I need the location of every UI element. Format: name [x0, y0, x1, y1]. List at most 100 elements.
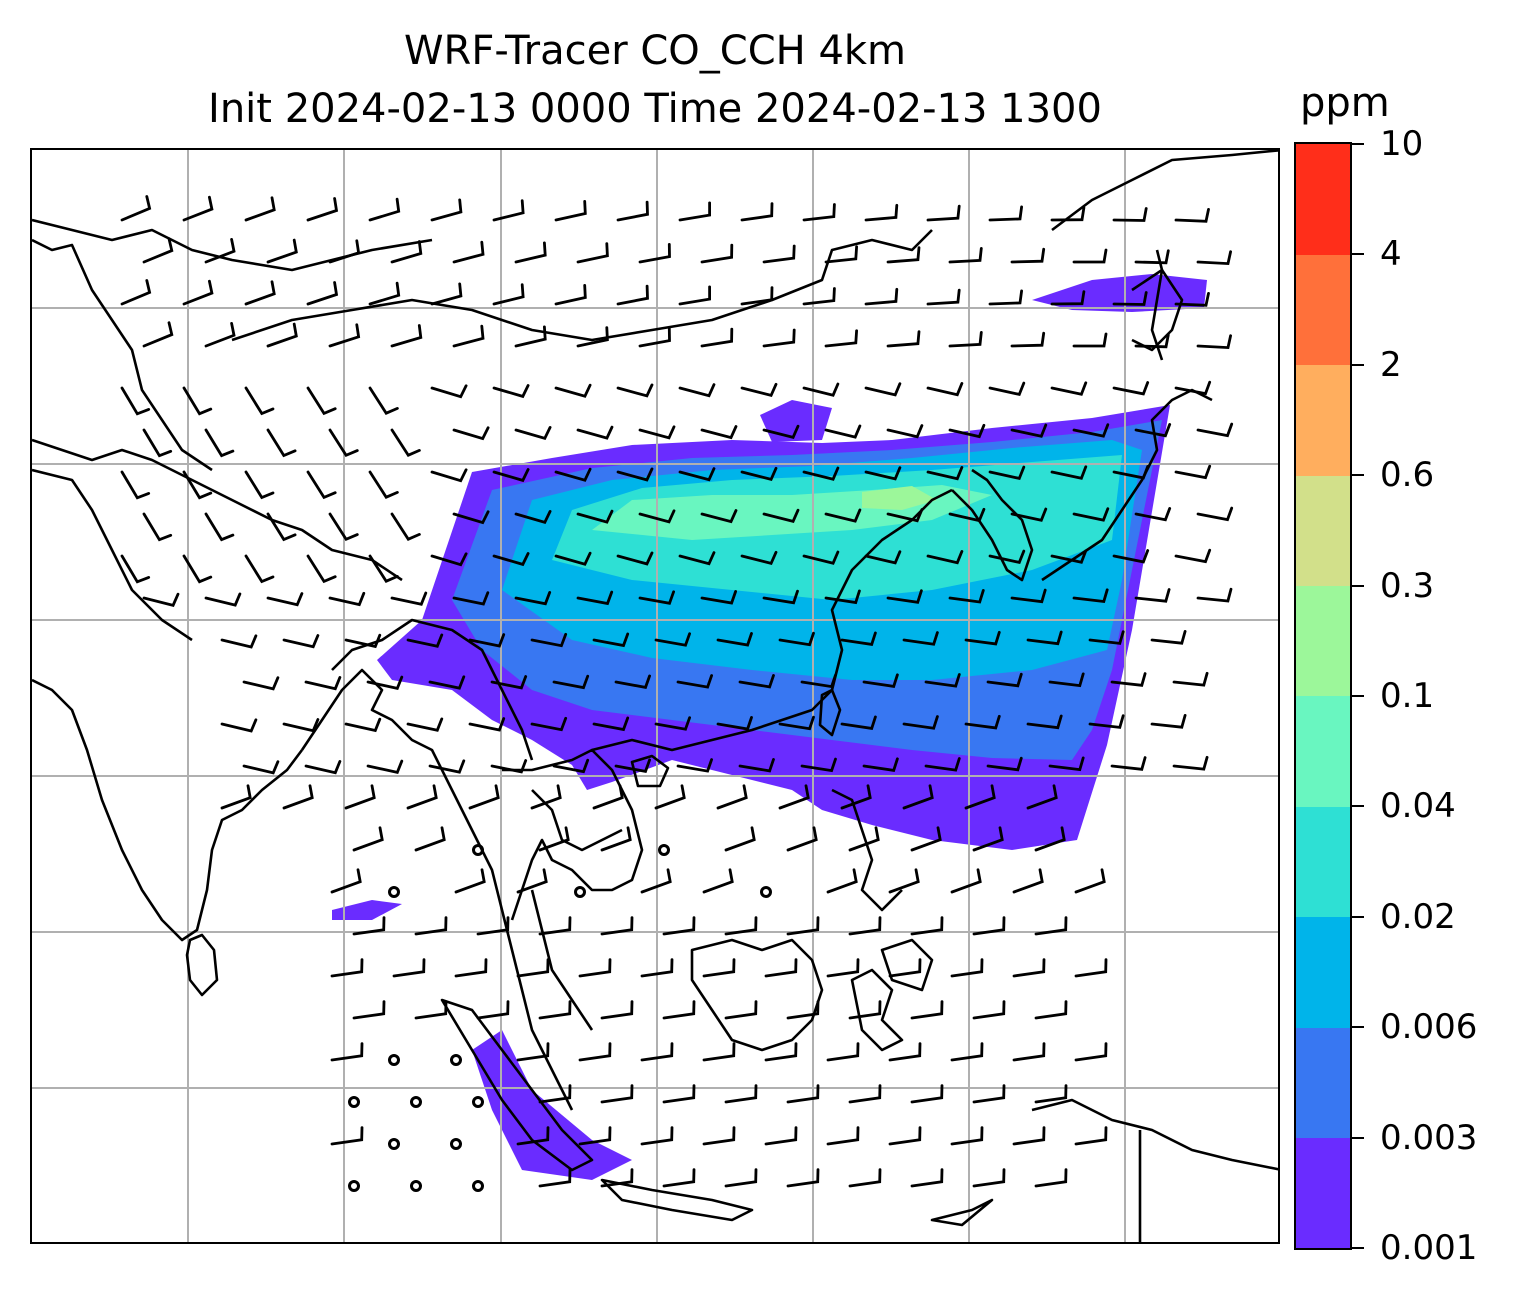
wind-barb — [1196, 422, 1234, 438]
wind-barb — [242, 760, 280, 775]
wind-barb — [740, 202, 774, 222]
wind-barb — [1150, 630, 1187, 645]
wind-barb — [886, 424, 924, 439]
wind-barb — [266, 238, 298, 264]
wind-barb — [142, 321, 174, 348]
wind-barb — [1050, 381, 1088, 396]
wind-barb — [352, 826, 384, 852]
wind-barb — [266, 512, 297, 542]
wind-barb — [1048, 672, 1085, 688]
wind-barb — [1134, 423, 1172, 438]
border-pakistan — [32, 238, 213, 472]
wind-barb — [662, 916, 696, 936]
wind-barb — [1050, 549, 1088, 564]
wind-barb — [802, 203, 836, 222]
wind-barb — [700, 509, 738, 524]
wind-barb — [552, 758, 590, 774]
wind-barb — [1088, 630, 1125, 645]
wind-barb — [1050, 465, 1088, 480]
wind-barb — [1010, 507, 1048, 522]
wind-barb — [1196, 250, 1232, 266]
wind-barb — [390, 324, 423, 348]
wind-barb — [530, 632, 568, 648]
wind-barb — [700, 425, 738, 440]
wind-barb — [406, 633, 444, 648]
colorbar-segment — [1296, 1137, 1350, 1249]
wind-barb — [120, 195, 152, 222]
wind-barb — [1112, 549, 1150, 564]
wind-barb — [840, 715, 877, 730]
wind-barb — [304, 760, 342, 775]
wind-barb — [1172, 671, 1209, 687]
wind-barb — [516, 958, 550, 978]
wind-barb — [576, 509, 614, 524]
wind-barb — [988, 465, 1026, 481]
wind-barb — [950, 958, 984, 978]
wind-barb — [800, 757, 837, 773]
wind-barb — [640, 958, 674, 978]
wind-barb — [1072, 588, 1109, 604]
wind-barb — [972, 1084, 1006, 1104]
wind-barb — [468, 784, 500, 810]
wind-barb — [120, 554, 151, 584]
wind-barb — [554, 200, 587, 222]
wind-barb — [662, 1168, 696, 1188]
wind-barb — [514, 510, 552, 524]
wind-barb — [1174, 548, 1212, 564]
wind-barb — [516, 1042, 550, 1062]
wind-barb — [616, 383, 654, 398]
wind-barb — [638, 509, 676, 524]
calm-wind-marker — [388, 1054, 400, 1066]
wind-barb — [538, 1084, 572, 1104]
wind-barb — [328, 512, 359, 542]
wind-barb — [538, 1168, 572, 1188]
coastline-timor — [930, 1198, 994, 1227]
coastline-india — [32, 678, 304, 942]
wind-barb — [328, 239, 361, 264]
wind-barb — [886, 508, 924, 523]
wind-barb — [452, 240, 485, 264]
wind-barb — [1026, 784, 1058, 810]
wind-barb — [740, 466, 778, 482]
wind-barb — [1072, 332, 1108, 348]
wind-barb — [824, 424, 862, 439]
wind-barb — [1072, 507, 1110, 522]
coastlines — [32, 150, 1278, 1242]
wind-barb — [716, 784, 748, 810]
map-canvas — [32, 150, 1278, 1242]
wind-barb — [244, 196, 276, 222]
colorbar-tick-mark — [1352, 695, 1364, 697]
wind-barb — [848, 1000, 882, 1020]
wind-barb — [786, 1000, 820, 1020]
wind-barb — [538, 826, 570, 852]
wind-barb — [1010, 331, 1046, 348]
wind-barb — [1174, 380, 1212, 396]
wind-barb — [514, 591, 552, 606]
colorbar-segment — [1296, 585, 1350, 697]
wind-barb — [886, 330, 921, 348]
plume-level-1-north — [760, 400, 832, 442]
wind-barb — [888, 1126, 922, 1146]
colorbar-tick-mark — [1352, 805, 1364, 808]
wind-barb — [1026, 630, 1063, 646]
wind-barb — [724, 916, 758, 936]
wind-barb — [972, 916, 1006, 936]
wind-barb — [724, 1168, 758, 1188]
wind-barb — [1088, 714, 1125, 729]
wind-barb — [476, 1000, 510, 1020]
coastline-luzon — [831, 788, 903, 912]
colorbar-tick-mark — [1352, 915, 1364, 918]
wind-barb — [702, 1126, 736, 1146]
wind-barb — [616, 467, 654, 482]
wind-barb — [452, 324, 485, 348]
wind-barb — [1196, 587, 1233, 603]
wind-barb — [390, 240, 423, 264]
wind-barb — [600, 1168, 634, 1188]
wind-barb — [1034, 916, 1068, 936]
wind-barb — [988, 549, 1026, 565]
wind-barb — [724, 1000, 758, 1020]
wind-barb — [592, 716, 630, 732]
wind-barb — [888, 868, 920, 894]
colorbar-tick-mark — [1352, 363, 1364, 366]
wind-barb — [616, 284, 649, 306]
